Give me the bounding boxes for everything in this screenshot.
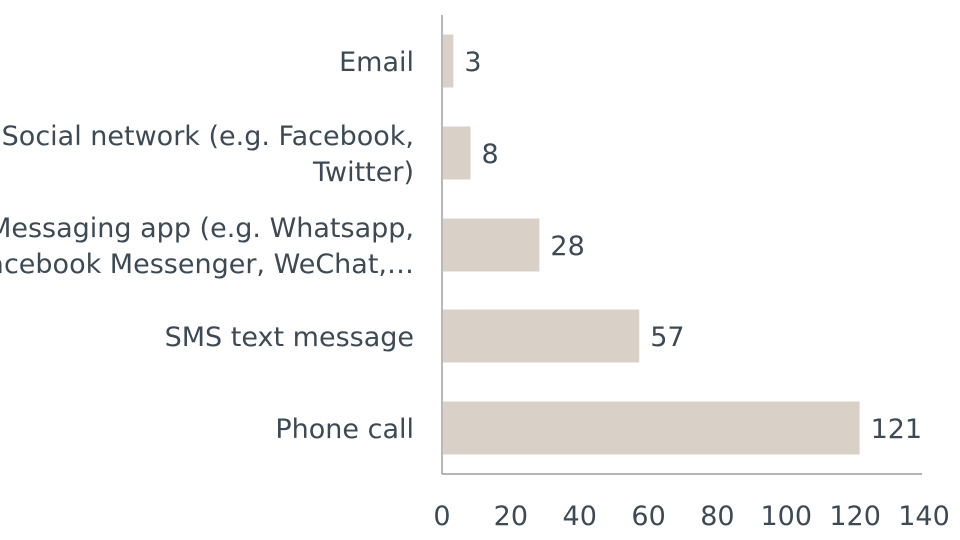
x-tick-label-4: 80	[700, 501, 734, 532]
value-label-group: 3 8 28 57 121	[464, 47, 922, 445]
category-label-1-line-1: Twitter)	[312, 157, 414, 188]
bar-4	[443, 401, 860, 455]
category-label-1-line-0: Social network (e.g. Facebook,	[2, 121, 414, 152]
category-label-2-line-0: Messaging app (e.g. Whatsapp,	[0, 213, 414, 244]
value-label-1: 8	[482, 139, 499, 170]
value-label-0: 3	[464, 47, 481, 78]
value-label-2: 28	[550, 231, 584, 262]
x-tick-label-5: 100	[761, 501, 813, 532]
bar-2	[443, 218, 540, 272]
category-label-group: Email Social network (e.g. Facebook, Twitt…	[0, 47, 414, 445]
bar-1	[443, 126, 471, 180]
bar-group	[443, 34, 860, 455]
category-label-0-line-0: Email	[339, 47, 414, 78]
category-label-4-line-0: Phone call	[275, 414, 414, 445]
x-tick-label-3: 60	[631, 501, 665, 532]
value-label-3: 57	[650, 322, 684, 353]
x-tick-label-0: 0	[433, 501, 450, 532]
category-label-3-line-0: SMS text message	[165, 322, 414, 353]
x-tick-label-group: 0 20 40 60 80 100 120 140	[433, 501, 949, 532]
x-tick-label-1: 20	[494, 501, 528, 532]
bar-3	[443, 309, 640, 363]
category-label-2-line-1: Facebook Messenger, WeChat,…	[0, 249, 414, 280]
bar-0	[443, 34, 454, 88]
x-tick-label-7: 140	[898, 501, 950, 532]
value-label-4: 121	[871, 414, 923, 445]
x-tick-label-6: 120	[829, 501, 881, 532]
x-tick-label-2: 40	[563, 501, 597, 532]
